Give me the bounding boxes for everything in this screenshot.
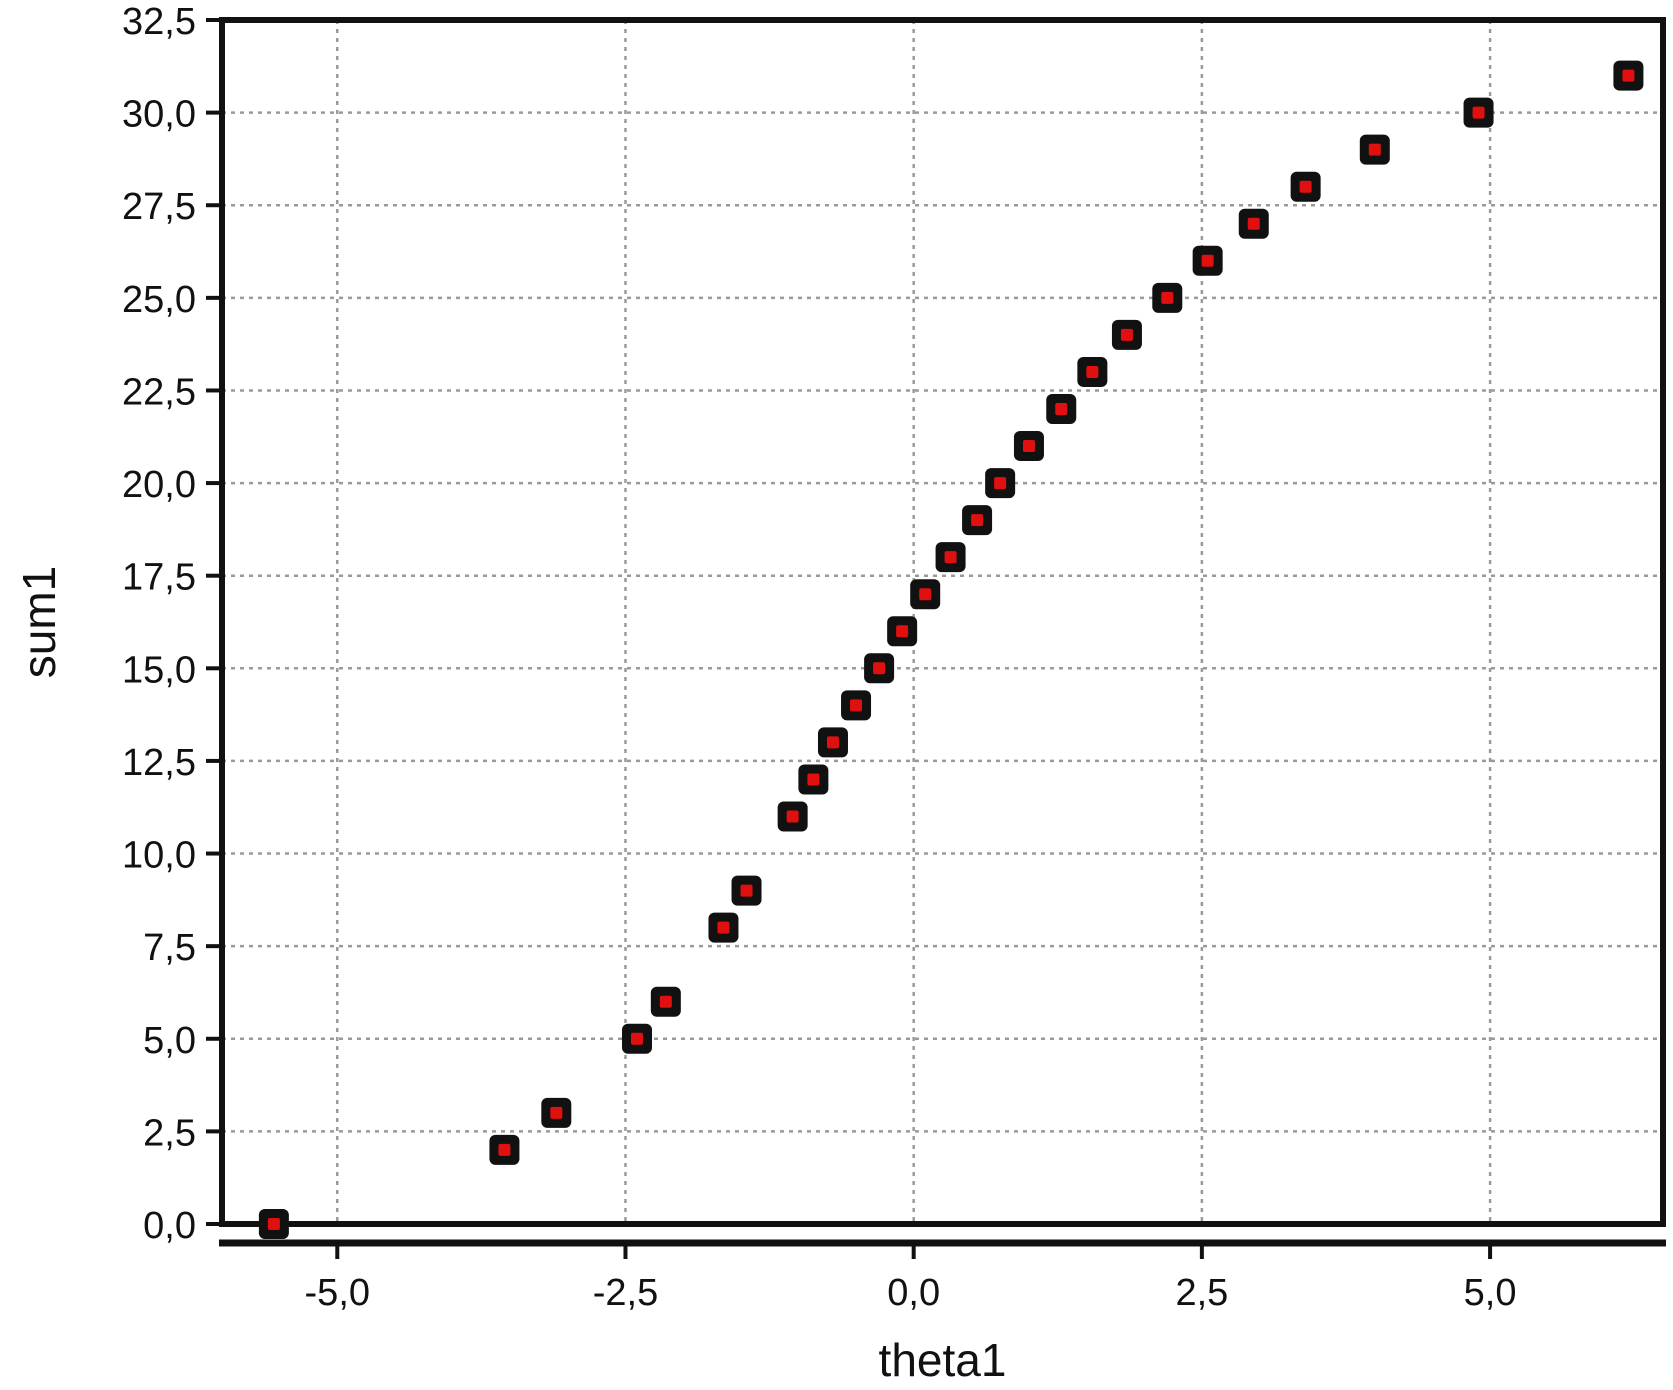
y-tick-label: 30,0 (122, 94, 196, 136)
data-point (864, 653, 895, 684)
axes (219, 17, 1666, 1247)
y-tick-label: 17,5 (122, 557, 196, 599)
y-tick-label: 25,0 (122, 279, 196, 321)
x-tick-label: -2,5 (593, 1272, 658, 1314)
data-point (841, 690, 872, 721)
data-point (731, 875, 762, 906)
data-point (622, 1023, 653, 1054)
data-point (910, 579, 941, 610)
y-tick-label: 7,5 (143, 927, 196, 969)
y-tick-label: 27,5 (122, 186, 196, 228)
data-points (258, 60, 1644, 1239)
y-tick-label: 15,0 (122, 649, 196, 691)
y-tick-label: 2,5 (143, 1112, 196, 1154)
x-tick-label: -5,0 (305, 1272, 370, 1314)
data-point (1152, 282, 1183, 313)
x-axis-title: theta1 (879, 1334, 1007, 1386)
data-point (962, 505, 993, 536)
data-point (650, 986, 681, 1017)
y-tick-label: 22,5 (122, 371, 196, 413)
data-point (1613, 60, 1644, 91)
x-tick-label: 2,5 (1175, 1272, 1228, 1314)
x-tick-label: 0,0 (887, 1272, 940, 1314)
data-point (935, 542, 966, 573)
data-point (1111, 319, 1142, 350)
data-point (817, 727, 848, 758)
data-point (708, 912, 739, 943)
data-point (258, 1209, 289, 1239)
y-tick-label: 20,0 (122, 464, 196, 506)
data-point (1046, 393, 1077, 424)
y-tick-label: 12,5 (122, 742, 196, 784)
data-point (541, 1097, 572, 1128)
y-tick-label: 32,5 (122, 1, 196, 43)
tick-labels: 0,0 2,5 5,0 7,5 10,0 12,5 15,0 17,5 20,0 22,5 25,0… (122, 1, 1516, 1314)
data-point (489, 1134, 520, 1165)
data-point (1359, 134, 1390, 165)
y-tick-label: 5,0 (143, 1020, 196, 1062)
data-point (1290, 171, 1321, 202)
data-point (1192, 245, 1223, 276)
y-tick-label: 0,0 (143, 1205, 196, 1247)
data-point (1463, 97, 1494, 128)
data-point (985, 468, 1016, 499)
data-point (887, 616, 918, 647)
data-point (1013, 431, 1044, 462)
y-axis-title: sum1 (13, 566, 65, 678)
data-point (1077, 356, 1108, 387)
y-tick-label: 10,0 (122, 835, 196, 877)
data-point (798, 764, 829, 795)
data-point (1238, 208, 1269, 239)
x-tick-label: 5,0 (1464, 1272, 1517, 1314)
grid (222, 20, 1663, 1224)
data-point (777, 801, 808, 832)
